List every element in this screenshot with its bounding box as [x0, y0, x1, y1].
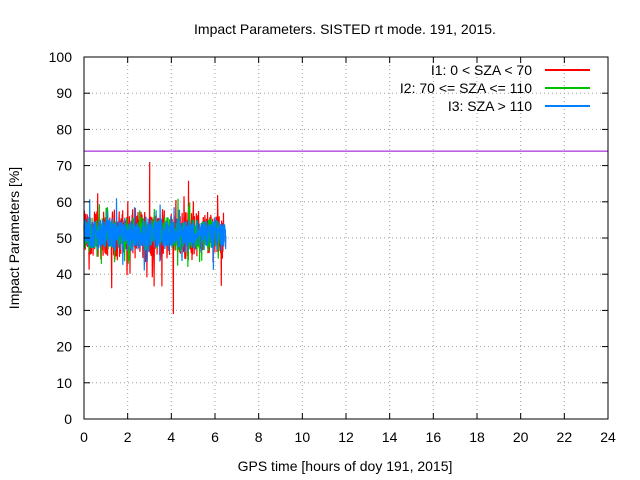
x-tick-label: 16 [426, 429, 442, 445]
legend-label-3: I3: SZA > 110 [448, 98, 532, 114]
x-tick-label: 20 [513, 429, 529, 445]
y-tick-label: 40 [56, 266, 72, 282]
x-axis-label: GPS time [hours of doy 191, 2015] [238, 458, 453, 474]
legend-label-1: I1: 0 < SZA < 70 [431, 62, 532, 78]
y-tick-label: 60 [56, 194, 72, 210]
y-tick-label: 10 [56, 375, 72, 391]
x-tick-label: 8 [255, 429, 263, 445]
y-tick-label: 70 [56, 158, 72, 174]
y-axis-label: Impact Parameters [%] [6, 167, 22, 309]
legend-label-2: I2: 70 <= SZA <= 110 [400, 80, 532, 96]
x-tick-label: 24 [600, 429, 616, 445]
y-tick-label: 0 [64, 411, 72, 427]
series-line-3 [83, 198, 227, 271]
y-tick-label: 90 [56, 85, 72, 101]
x-tick-label: 12 [338, 429, 354, 445]
chart-title: Impact Parameters. SISTED rt mode. 191, … [194, 21, 496, 37]
x-tick-label: 18 [469, 429, 485, 445]
x-tick-label: 0 [80, 429, 88, 445]
ticks: 0 2 4 6 8 10 12 14 16 18 20 22 240102030405060708090… [49, 49, 616, 445]
legend: I1: 0 < SZA < 70 I2: 70 <= SZA <= 110 I3: … [400, 62, 590, 114]
y-tick-label: 20 [56, 339, 72, 355]
y-tick-label: 30 [56, 302, 72, 318]
y-tick-label: 100 [49, 49, 73, 65]
x-tick-label: 10 [295, 429, 311, 445]
x-tick-label: 14 [382, 429, 398, 445]
grid [84, 57, 608, 419]
y-tick-label: 80 [56, 121, 72, 137]
x-tick-label: 2 [124, 429, 132, 445]
y-tick-label: 50 [56, 230, 72, 246]
x-tick-label: 22 [557, 429, 573, 445]
x-tick-label: 4 [167, 429, 175, 445]
series-group [83, 161, 227, 315]
x-tick-label: 6 [211, 429, 219, 445]
